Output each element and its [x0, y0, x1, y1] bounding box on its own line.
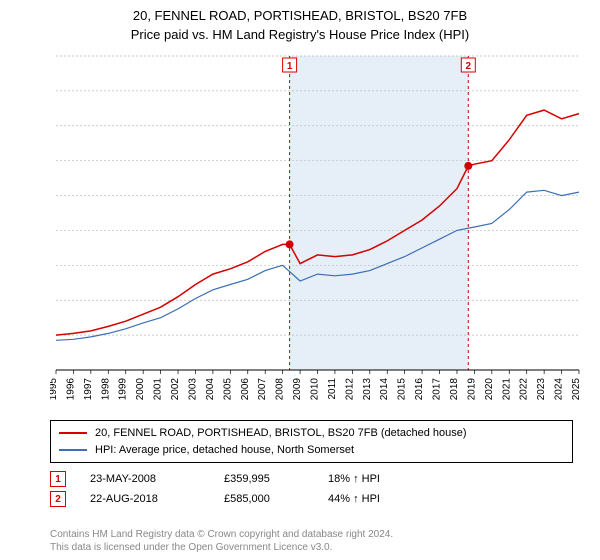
svg-text:2020: 2020 [484, 378, 495, 401]
chart-svg: £0£100K£200K£300K£400K£500K£600K£700K£80… [50, 50, 585, 410]
legend-row-property: 20, FENNEL ROAD, PORTISHEAD, BRISTOL, BS… [59, 425, 564, 442]
svg-text:2013: 2013 [362, 378, 373, 401]
svg-text:2010: 2010 [310, 378, 321, 401]
legend-label-property: 20, FENNEL ROAD, PORTISHEAD, BRISTOL, BS… [95, 425, 467, 442]
footer-line-2: This data is licensed under the Open Gov… [50, 541, 393, 554]
sale-rows: 1 23-MAY-2008 £359,995 18% ↑ HPI 2 22-AU… [50, 471, 585, 507]
svg-text:2025: 2025 [571, 378, 582, 401]
sale-date-1: 23-MAY-2008 [90, 473, 200, 485]
footer-line-1: Contains HM Land Registry data © Crown c… [50, 528, 393, 541]
chart-title-block: 20, FENNEL ROAD, PORTISHEAD, BRISTOL, BS… [0, 0, 600, 44]
sale-price-2: £585,000 [224, 493, 304, 505]
svg-text:2005: 2005 [222, 378, 233, 401]
svg-text:2011: 2011 [327, 378, 338, 400]
svg-text:1997: 1997 [83, 378, 94, 401]
svg-text:1: 1 [287, 61, 293, 72]
sale-marker-1: 1 [50, 471, 66, 487]
svg-text:1998: 1998 [100, 378, 111, 401]
svg-text:2001: 2001 [153, 378, 164, 401]
svg-text:2023: 2023 [536, 378, 547, 401]
legend-swatch-hpi [59, 449, 87, 451]
svg-text:2002: 2002 [170, 378, 181, 401]
svg-text:2007: 2007 [257, 378, 268, 401]
legend-block: 20, FENNEL ROAD, PORTISHEAD, BRISTOL, BS… [50, 420, 585, 511]
svg-text:2024: 2024 [554, 378, 565, 401]
svg-text:1995: 1995 [50, 378, 59, 401]
footer-note: Contains HM Land Registry data © Crown c… [50, 528, 393, 554]
title-line-1: 20, FENNEL ROAD, PORTISHEAD, BRISTOL, BS… [0, 8, 600, 25]
sale-row-1: 1 23-MAY-2008 £359,995 18% ↑ HPI [50, 471, 585, 487]
sale-marker-2-num: 2 [55, 494, 61, 505]
legend-row-hpi: HPI: Average price, detached house, Nort… [59, 442, 564, 459]
chart-area: £0£100K£200K£300K£400K£500K£600K£700K£80… [50, 50, 585, 410]
legend-label-hpi: HPI: Average price, detached house, Nort… [95, 442, 354, 459]
sale-date-2: 22-AUG-2018 [90, 493, 200, 505]
svg-text:2019: 2019 [466, 378, 477, 401]
sale-row-2: 2 22-AUG-2018 £585,000 44% ↑ HPI [50, 491, 585, 507]
svg-text:1999: 1999 [118, 378, 129, 401]
sale-pct-1: 18% ↑ HPI [328, 473, 428, 485]
svg-text:2008: 2008 [275, 378, 286, 401]
sale-pct-2: 44% ↑ HPI [328, 493, 428, 505]
svg-text:2000: 2000 [135, 378, 146, 401]
svg-text:2015: 2015 [397, 378, 408, 401]
svg-text:2009: 2009 [292, 378, 303, 401]
svg-text:2014: 2014 [379, 378, 390, 401]
svg-text:2016: 2016 [414, 378, 425, 401]
svg-text:2003: 2003 [187, 378, 198, 401]
sale-marker-2: 2 [50, 491, 66, 507]
svg-text:2004: 2004 [205, 378, 216, 401]
svg-text:2006: 2006 [240, 378, 251, 401]
title-line-2: Price paid vs. HM Land Registry's House … [0, 27, 600, 44]
svg-text:2021: 2021 [501, 378, 512, 401]
svg-text:2018: 2018 [449, 378, 460, 401]
legend-swatch-property [59, 432, 87, 434]
sale-marker-1-num: 1 [55, 474, 61, 485]
svg-text:2: 2 [466, 61, 472, 72]
svg-text:2017: 2017 [432, 378, 443, 401]
svg-text:1996: 1996 [65, 378, 76, 401]
legend-box: 20, FENNEL ROAD, PORTISHEAD, BRISTOL, BS… [50, 420, 573, 463]
sale-price-1: £359,995 [224, 473, 304, 485]
svg-text:2012: 2012 [344, 378, 355, 401]
svg-text:2022: 2022 [519, 378, 530, 401]
